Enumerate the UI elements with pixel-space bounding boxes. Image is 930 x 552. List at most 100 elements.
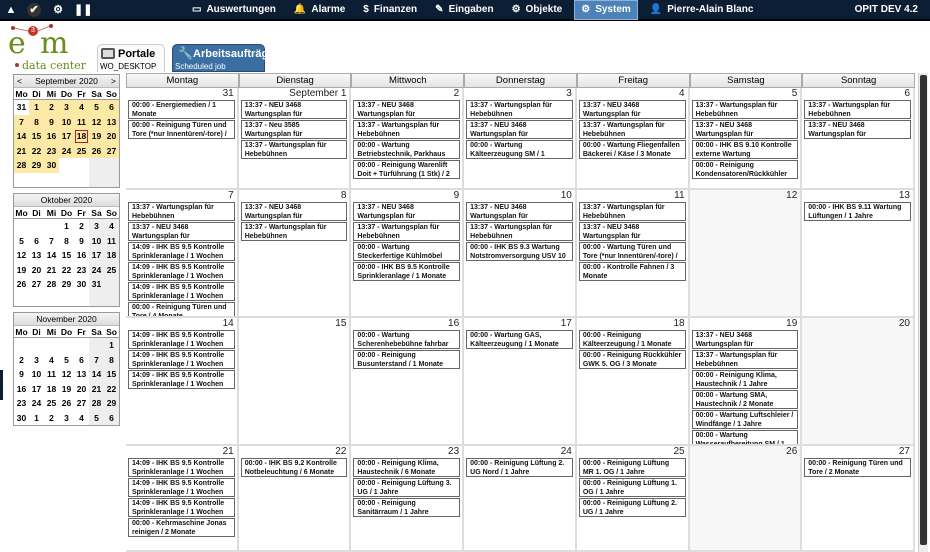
calendar-day[interactable]: 20 (802, 318, 915, 444)
calendar-event[interactable]: 00:00 - Reinigung Türen und Tore / 4 Mon… (128, 302, 235, 316)
mini-day[interactable]: 6 (79, 354, 84, 365)
mini-day[interactable]: 4 (74, 100, 89, 115)
calendar-event[interactable]: 13:37 - Wartungsplan für Hebebühnen (691, 350, 799, 369)
calendar-day[interactable]: 18 00:00 - Reinigung Kälteerzeugung / 1 M… (577, 318, 690, 444)
mini-day[interactable]: 12 (16, 250, 27, 260)
calendar-event[interactable]: 00:00 - Kehrmaschine Jonas reinigen / 2 … (128, 518, 235, 537)
mini-day[interactable]: 3 (89, 219, 104, 234)
mini-day[interactable]: 3 (59, 100, 74, 115)
warning-icon[interactable]: ▲ (5, 4, 17, 16)
mini-day[interactable]: 1 (64, 221, 69, 231)
day-number[interactable]: 5 (791, 88, 798, 99)
calendar-event[interactable]: 00:00 - Reinigung Lüftung 2. UG Nord / 1… (466, 458, 573, 477)
calendar-event[interactable]: 00:00 - Reinigung Kondensatoren/Rückkühl… (691, 160, 799, 179)
calendar-day[interactable]: 25 00:00 - Reinigung Lüftung MR 1. OG / 1… (577, 446, 690, 550)
calendar-event[interactable]: 00:00 - Reinigung Türen und Tore / 2 Mon… (804, 458, 911, 477)
mini-day[interactable]: 1 (104, 338, 119, 353)
mini-day[interactable]: 13 (104, 114, 119, 129)
day-number[interactable]: 20 (898, 318, 910, 329)
mini-day[interactable]: 10 (31, 369, 42, 379)
calendar-event[interactable]: 00:00 - Reinigung Klima, Haustechnik / 6… (353, 458, 461, 477)
calendar-event[interactable]: 00:00 - Wartung Wasseraufbereitung SM / … (691, 430, 799, 444)
mini-day[interactable]: 15 (61, 250, 72, 260)
calendar-day[interactable]: 413:37 - NEU 3468 Wartungsplan für Steck… (577, 88, 690, 188)
mini-day[interactable]: 29 (104, 396, 119, 411)
mini-day[interactable]: 29 (29, 158, 44, 173)
mini-day[interactable]: 2 (44, 100, 59, 115)
mini-day[interactable]: 24 (59, 143, 74, 158)
calendar-event[interactable]: 00:00 - IHK BS 9.11 Wartung Lüftungen / … (804, 202, 911, 221)
calendar-event[interactable]: 00:00 - Reinigung Busunterstand / 1 Mona… (353, 350, 461, 369)
calendar-event[interactable]: 14:09 - IHK BS 9.5 Kontrolle Sprinkleran… (128, 350, 235, 369)
calendar-event[interactable]: 00:00 - Wartung Betriebstechnik, Parkhau… (353, 140, 461, 159)
calendar-event[interactable]: 13:37 - NEU 3468 Wartungsplan für Stecke… (691, 330, 799, 349)
calendar-event[interactable]: 14:09 - IHK BS 9.5 Kontrolle Sprinkleran… (128, 282, 235, 301)
calendar-day[interactable]: 913:37 - NEU 3468 Wartungsplan für Steck… (351, 190, 465, 316)
calendar-event[interactable]: 13:37 - Wartungsplan für Hebebühnen (353, 120, 461, 139)
calendar-event[interactable]: 13:37 - NEU 3468 Wartungsplan für Stecke… (578, 222, 686, 241)
next-month-button[interactable]: > (111, 76, 116, 86)
sidebar-handle[interactable] (0, 370, 3, 400)
calendar-event[interactable]: 13:37 - NEU 3468 Wartungsplan für Stecke… (353, 202, 461, 221)
day-number[interactable]: 16 (448, 318, 460, 329)
mini-day[interactable]: 13 (31, 250, 42, 260)
day-number[interactable]: 18 (673, 318, 685, 329)
calendar-event[interactable]: 13:37 - NEU 3468 Wartungsplan für Stecke… (466, 120, 573, 139)
calendar-event[interactable]: 13:37 - NEU 3468 Wartungsplan für Stecke… (691, 120, 799, 139)
mini-day[interactable]: 6 (104, 410, 119, 425)
scrollbar[interactable] (918, 73, 928, 552)
calendar-event[interactable]: 14:09 - IHK BS 9.5 Kontrolle Sprinkleran… (128, 262, 235, 281)
mini-day[interactable]: 24 (89, 262, 104, 277)
calendar-event[interactable]: 13:37 - NEU 3468 Wartungsplan für Stecke… (240, 202, 348, 221)
mini-day[interactable]: 9 (44, 114, 59, 129)
calendar-event[interactable]: 13:37 - Wartungsplan für Hebebühnen (466, 222, 573, 241)
calendar-event[interactable]: 00:00 - Wartung Luftschleier / Windfänge… (691, 410, 799, 429)
day-number[interactable]: 15 (335, 318, 347, 329)
nav-pierre-alain-blanc[interactable]: 👤 Pierre-Alain Blanc (644, 0, 760, 20)
day-number[interactable]: 9 (453, 190, 460, 201)
calendar-event[interactable]: 00:00 - Reinigung Lüftung 1. OG / 1 Jahr… (578, 478, 686, 497)
calendar-day[interactable]: September 1 13:37 - NEU 3468 Wartungsplan… (239, 88, 352, 188)
calendar-day[interactable]: 17 00:00 - Wartung GAS, Kälteerzeugung / … (464, 318, 577, 444)
calendar-day[interactable]: 23 00:00 - Reinigung Klima, Haustechnik /… (351, 446, 465, 550)
day-number[interactable]: 3 (566, 88, 572, 99)
mini-day[interactable]: 9 (79, 235, 84, 246)
mini-day[interactable]: 30 (44, 158, 59, 173)
calendar-day[interactable]: 13 00:00 - IHK BS 9.11 Wartung Lüftungen … (802, 190, 915, 316)
day-number[interactable]: 2 (453, 88, 460, 99)
calendar-event[interactable]: 13:37 - NEU 3468 Wartungsplan für Stecke… (804, 120, 911, 139)
nav-system[interactable]: ⚙ System (574, 0, 638, 20)
mini-day[interactable]: 23 (76, 264, 87, 275)
day-number[interactable]: 10 (560, 190, 572, 201)
mini-day[interactable]: 11 (47, 369, 56, 379)
mini-day[interactable]: 14 (89, 367, 104, 382)
calendar-day[interactable]: 22 00:00 - IHK BS 9.2 Kontrolle Notbeleuc… (239, 446, 352, 550)
calendar-event[interactable]: 00:00 - Wartung Türen und Tore (*nur Inn… (578, 242, 686, 261)
mini-day[interactable]: 30 (16, 412, 27, 423)
mini-day[interactable]: 18 (104, 248, 119, 263)
calendar-event[interactable]: 14:09 - IHK BS 9.5 Kontrolle Sprinkleran… (128, 330, 235, 349)
mini-day[interactable]: 19 (16, 264, 27, 275)
calendar-day[interactable]: 11 13:37 - Wartungsplan für Hebebühnen 13:… (577, 190, 690, 316)
calendar-day[interactable]: 27 00:00 - Reinigung Türen und Tore / 2 M… (802, 446, 915, 550)
mini-day[interactable]: 6 (104, 100, 119, 115)
tab-arbeitsauftraege[interactable]: 🔧 Arbeitsaufträge Scheduled job (172, 44, 274, 72)
mini-day[interactable]: 1 (34, 412, 39, 423)
calendar-event[interactable]: 13:37 - Wartungsplan für Hebebühnen (353, 222, 461, 241)
calendar-event[interactable]: 00:00 - Energiemedien / 1 Monate (128, 100, 235, 119)
mini-day[interactable]: 16 (16, 383, 27, 394)
mini-day[interactable]: 3 (64, 412, 69, 423)
day-number[interactable]: 22 (335, 446, 347, 457)
calendar-event[interactable]: 14:09 - IHK BS 9.5 Kontrolle Sprinkleran… (128, 242, 235, 261)
calendar-event[interactable]: 13:37 - Wartungsplan für Hebebühnen (578, 202, 686, 221)
calendar-event[interactable]: 14:09 - IHK BS 9.5 Kontrolle Sprinkleran… (128, 498, 235, 517)
mini-day[interactable]: 18 (46, 383, 57, 394)
calendar-event[interactable]: 13:37 - Wartungsplan für Hebebühnen (804, 100, 911, 119)
day-number[interactable]: 27 (898, 446, 910, 457)
nav-auswertungen[interactable]: ▭ Auswertungen (186, 0, 282, 20)
mini-day[interactable]: 20 (31, 264, 42, 275)
calendar-event[interactable]: 13:37 - Wartungsplan für Hebebühnen (128, 202, 235, 221)
calendar-day[interactable]: 21 14:09 - IHK BS 9.5 Kontrolle Sprinkler… (126, 446, 239, 550)
calendar-event[interactable]: 00:00 - Wartung SMA, Haustechnik / 2 Mon… (691, 390, 799, 409)
